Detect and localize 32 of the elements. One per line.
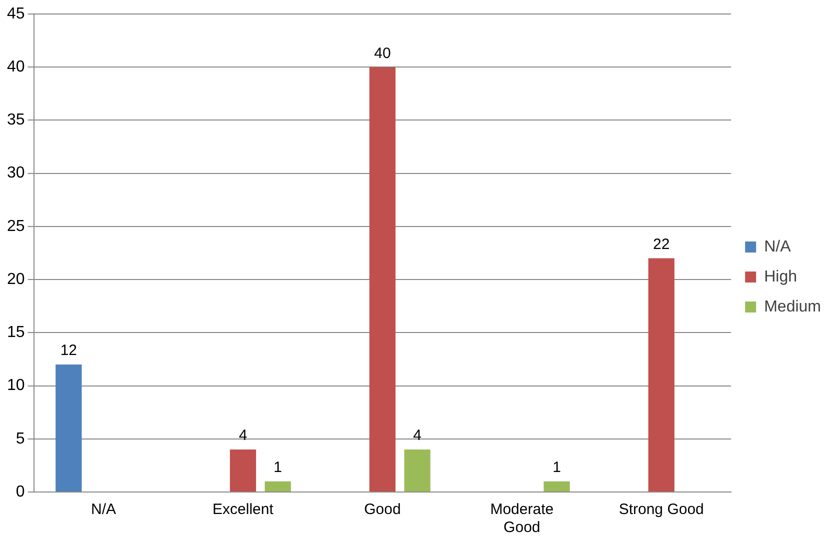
y-tick-label: 0 <box>16 483 25 500</box>
legend-label: N/A <box>764 238 792 256</box>
data-label: 4 <box>413 427 422 444</box>
bar <box>648 258 674 492</box>
y-tick-label: 10 <box>7 377 25 394</box>
y-tick-label: 45 <box>7 5 25 22</box>
y-tick-label: 20 <box>7 270 25 288</box>
bar <box>544 481 570 492</box>
y-tick-label: 35 <box>7 112 25 129</box>
y-tick-label: 5 <box>16 430 25 448</box>
bar <box>369 67 396 492</box>
data-label: 1 <box>274 459 282 476</box>
data-label: 22 <box>653 236 670 253</box>
bar <box>56 364 82 492</box>
y-tick-label: 30 <box>7 164 25 182</box>
data-label: 40 <box>374 44 391 62</box>
data-label: 1 <box>552 459 561 476</box>
x-tick-label: Strong Good <box>618 501 704 518</box>
legend-label: Medium <box>764 298 821 316</box>
bar <box>264 481 291 492</box>
x-tick-label: Moderate Good <box>490 501 554 536</box>
bar <box>230 450 256 492</box>
legend-label: High <box>764 268 797 286</box>
data-label: 4 <box>238 427 248 444</box>
x-tick-label: N/A <box>91 501 116 518</box>
x-tick-label: Excellent <box>212 501 274 518</box>
x-tick-label: Good <box>364 501 401 518</box>
y-tick-label: 40 <box>7 58 25 76</box>
data-label: 12 <box>60 342 78 360</box>
y-tick-label: 25 <box>7 218 25 235</box>
y-tick-label: 15 <box>7 324 25 342</box>
bar <box>404 450 430 492</box>
